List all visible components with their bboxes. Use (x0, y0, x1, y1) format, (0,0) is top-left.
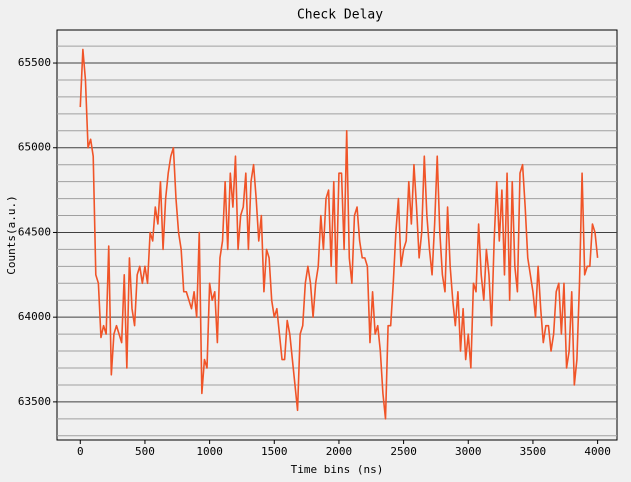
x-tick-label: 500 (135, 445, 155, 458)
y-tick-label: 65000 (18, 141, 51, 154)
x-tick-label: 3500 (520, 445, 547, 458)
x-tick-label: 0 (77, 445, 84, 458)
chart-title: Check Delay (297, 8, 383, 23)
x-tick-label: 2000 (326, 445, 353, 458)
x-tick-label: 4000 (584, 445, 611, 458)
data-line (79, 48, 599, 420)
x-tick-label: 2500 (390, 445, 417, 458)
marks (79, 48, 599, 420)
y-tick-label: 63500 (18, 395, 51, 408)
x-tick-label: 1500 (261, 445, 288, 458)
y-tick-label: 65500 (18, 56, 51, 69)
x-tick-label: 3000 (455, 445, 482, 458)
y-tick-label: 64000 (18, 310, 51, 323)
y-tick-label: 64500 (18, 225, 51, 238)
y-axis-label: Counts(a.u.) (5, 195, 18, 274)
x-axis-label: Time bins (ns) (291, 463, 384, 476)
x-tick-label: 1000 (196, 445, 223, 458)
